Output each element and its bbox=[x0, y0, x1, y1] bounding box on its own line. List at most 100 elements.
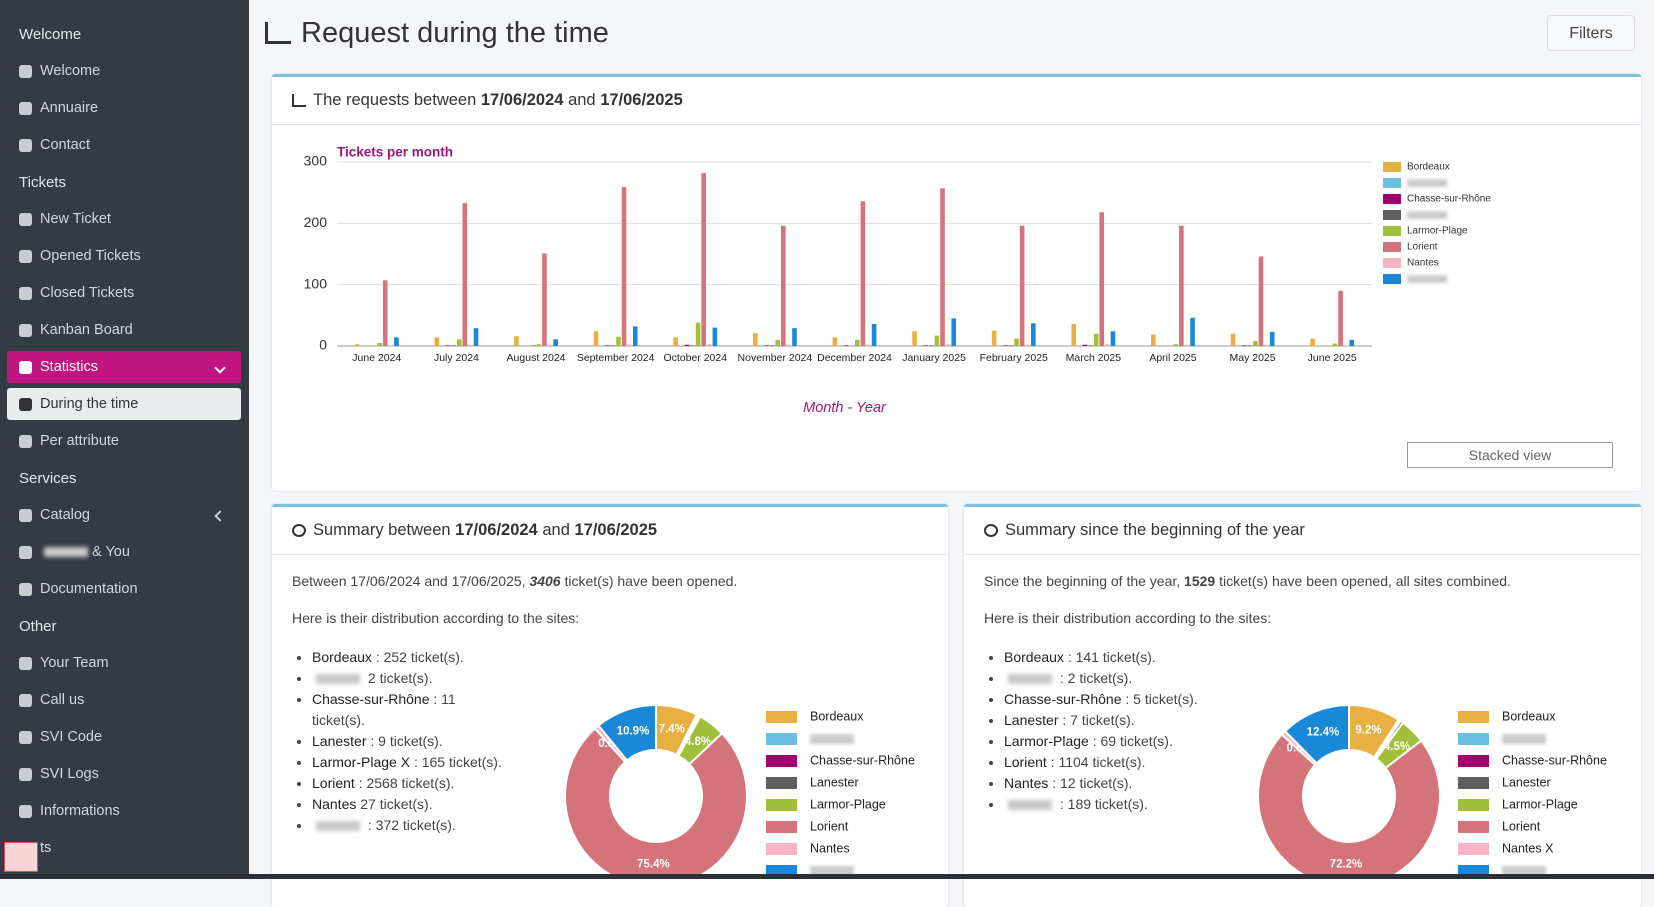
bottom-bar bbox=[0, 874, 1654, 879]
site-name: Bordeaux bbox=[312, 649, 372, 665]
heading-part: Summary since the beginning of the year bbox=[1005, 521, 1305, 539]
site-name: Lanester bbox=[312, 733, 367, 749]
sidebar-link[interactable]: New Ticket bbox=[0, 201, 249, 238]
sidebar-icon bbox=[19, 694, 32, 707]
sidebar-item[interactable]: Call us bbox=[0, 682, 249, 719]
sidebar-icon bbox=[19, 65, 32, 78]
sidebar-icon bbox=[19, 213, 32, 226]
heading-part: and bbox=[542, 521, 570, 539]
sidebar-link[interactable]: Documentation bbox=[0, 571, 249, 608]
site-count: : 7 ticket(s). bbox=[1062, 712, 1135, 728]
sidebar-icon bbox=[19, 139, 32, 152]
panel-heading: Summary between 17/06/2024 and 17/06/202… bbox=[272, 507, 948, 555]
blurred-text bbox=[1008, 800, 1052, 811]
site-item: Bordeaux : 141 ticket(s). bbox=[1004, 647, 1204, 668]
site-count: : 189 ticket(s). bbox=[1059, 796, 1148, 812]
sidebar-item[interactable]: New Ticket bbox=[0, 201, 249, 238]
site-item: Lorient : 1104 ticket(s). bbox=[1004, 752, 1204, 773]
site-item: : 189 ticket(s). bbox=[1004, 794, 1204, 815]
sidebar-icon bbox=[19, 361, 32, 374]
page-title: Request during the time bbox=[265, 12, 609, 54]
sidebar-link[interactable]: SVI Code bbox=[0, 719, 249, 756]
sidebar-icon bbox=[19, 287, 32, 300]
sidebar-item[interactable]: Per attribute bbox=[0, 423, 249, 460]
sidebar-label: & You bbox=[92, 544, 130, 560]
sidebar-link[interactable]: Kanban Board bbox=[0, 312, 249, 349]
sidebar-icon bbox=[19, 102, 32, 115]
ticket-count: 1529 bbox=[1184, 573, 1216, 589]
site-count: : 9 ticket(s). bbox=[370, 733, 443, 749]
sidebar-item[interactable]: Documentation bbox=[0, 571, 249, 608]
summary-panel: Summary between 17/06/2024 and 17/06/202… bbox=[272, 504, 948, 907]
site-item: : 372 ticket(s). bbox=[312, 815, 512, 836]
site-count: : 5 ticket(s). bbox=[1125, 691, 1198, 707]
sidebar-link[interactable]: During the time bbox=[7, 388, 241, 420]
sidebar-item[interactable]: Welcome bbox=[0, 53, 249, 90]
site-count: : 69 ticket(s). bbox=[1092, 733, 1173, 749]
sidebar-item[interactable]: Opened Tickets bbox=[0, 238, 249, 275]
sidebar-item[interactable]: Kanban Board bbox=[0, 312, 249, 349]
sidebar-link[interactable]: Per attribute bbox=[0, 423, 249, 460]
site-count: : 11 ticket(s). bbox=[312, 691, 456, 728]
heading-date: 17/06/2025 bbox=[574, 521, 658, 539]
summary-subtitle: Here is their distribution according to … bbox=[292, 610, 580, 626]
sidebar-item[interactable]: Contact bbox=[0, 127, 249, 164]
sidebar-label: Call us bbox=[40, 692, 85, 708]
sidebar-label: Informations bbox=[40, 803, 120, 819]
sidebar-link[interactable]: Opened Tickets bbox=[0, 238, 249, 275]
sidebar-label: Per attribute bbox=[40, 433, 119, 449]
heading-text: The requests between 17/06/2024 and 17/0… bbox=[313, 91, 683, 109]
sidebar-icon bbox=[19, 805, 32, 818]
heading-date: 17/06/2024 bbox=[455, 521, 538, 539]
sidebar-item[interactable]: Closed Tickets bbox=[0, 275, 249, 312]
sidebar-item[interactable]: & You bbox=[0, 534, 249, 571]
sidebar-icon bbox=[19, 583, 32, 596]
sidebar-item[interactable]: Annuaire bbox=[0, 90, 249, 127]
sidebar-link[interactable]: Contact bbox=[0, 127, 249, 164]
sidebar-icon bbox=[19, 435, 32, 448]
stacked-view-button[interactable]: Stacked view bbox=[1407, 442, 1613, 468]
site-name: Nantes bbox=[312, 796, 357, 812]
site-item: 2 ticket(s). bbox=[312, 668, 512, 689]
sidebar-link[interactable]: Statistics bbox=[7, 351, 241, 383]
heading-text: Summary since the beginning of the year bbox=[1005, 521, 1305, 539]
panel-heading: The requests between 17/06/2024 and 17/0… bbox=[272, 77, 1641, 125]
sidebar-item[interactable]: During the time bbox=[0, 386, 249, 423]
sidebar-link[interactable]: Call us bbox=[0, 682, 249, 719]
site-count: 27 ticket(s). bbox=[360, 796, 433, 812]
sidebar-label: Annuaire bbox=[40, 100, 99, 116]
site-item: Chasse-sur-Rhône : 5 ticket(s). bbox=[1004, 689, 1204, 710]
sidebar-link[interactable]: Your Team bbox=[0, 645, 249, 682]
blurred-text bbox=[1008, 674, 1052, 685]
site-item: Chasse-sur-Rhône : 11 ticket(s). bbox=[312, 689, 512, 731]
heading-icon bbox=[292, 524, 306, 537]
sidebar-item[interactable]: Statistics bbox=[0, 349, 249, 386]
sidebar-item[interactable]: Catalog bbox=[0, 497, 249, 534]
site-name: Lorient bbox=[1004, 754, 1047, 770]
sidebar-link[interactable]: Annuaire bbox=[0, 90, 249, 127]
sidebar-link[interactable]: SVI Logs bbox=[0, 756, 249, 793]
site-item: Nantes : 12 ticket(s). bbox=[1004, 773, 1204, 794]
heading-date: 17/06/2025 bbox=[600, 91, 683, 109]
sidebar-item[interactable]: Your Team bbox=[0, 645, 249, 682]
filters-button[interactable]: Filters bbox=[1547, 15, 1635, 51]
blurred-text bbox=[316, 821, 360, 832]
heading-part: and bbox=[568, 91, 596, 109]
sidebar-link[interactable]: ts bbox=[0, 830, 249, 867]
heading-date: 17/06/2024 bbox=[480, 91, 564, 109]
site-count: : 252 ticket(s). bbox=[375, 649, 464, 665]
sidebar-link[interactable]: Welcome bbox=[0, 53, 249, 90]
sidebar-item[interactable]: SVI Code bbox=[0, 719, 249, 756]
blurred-text bbox=[316, 674, 360, 685]
sidebar-link[interactable]: Closed Tickets bbox=[0, 275, 249, 312]
sidebar-link[interactable]: Informations bbox=[0, 793, 249, 830]
debug-icon bbox=[4, 842, 38, 872]
site-item: Lorient : 2568 ticket(s). bbox=[312, 773, 512, 794]
sidebar-item[interactable]: SVI Logs bbox=[0, 756, 249, 793]
site-list: Bordeaux : 252 ticket(s). 2 ticket(s). Ch… bbox=[294, 647, 512, 836]
sidebar-link[interactable]: & You bbox=[0, 534, 249, 571]
heading-text: Summary between 17/06/2024 and 17/06/202… bbox=[313, 521, 657, 539]
sidebar-item[interactable]: Informations bbox=[0, 793, 249, 830]
site-count: : 2568 ticket(s). bbox=[358, 775, 455, 791]
sidebar-link[interactable]: Catalog bbox=[0, 497, 249, 534]
